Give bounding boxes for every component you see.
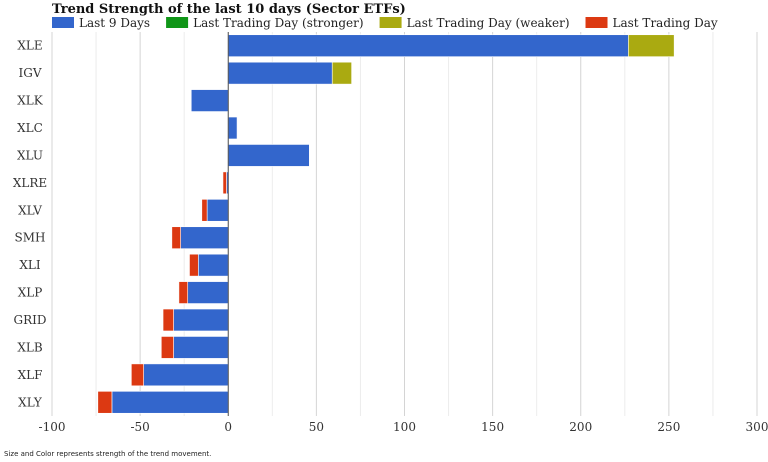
bar-XLF-series-0 <box>143 363 229 387</box>
bar-XLI-series-0 <box>197 253 229 277</box>
footnote: Size and Color represents strength of th… <box>4 450 212 458</box>
legend-label-0: Last 9 Days <box>79 16 150 30</box>
bar-XLV-series-0 <box>206 199 229 222</box>
x-tick-label: 0 <box>224 420 232 434</box>
y-tick-label: XLE <box>17 39 42 53</box>
x-tick-label: 150 <box>481 420 504 434</box>
bar-XLE-series-1 <box>628 34 675 57</box>
bar-SMH-series-2 <box>171 226 181 249</box>
bar-XLP-series-0 <box>187 281 229 304</box>
legend-label-2: Last Trading Day (weaker) <box>407 16 570 30</box>
bar-XLK-series-0 <box>190 89 229 112</box>
bar-GRID-series-2 <box>162 308 174 332</box>
bar-XLB-series-0 <box>173 336 229 359</box>
legend-swatch-2 <box>379 17 402 28</box>
y-tick-label: XLY <box>18 395 43 409</box>
legend-swatch-1 <box>166 17 189 28</box>
legend: Last 9 Days Last Trading Day (stronger) La… <box>52 16 718 30</box>
y-tick-label: XLF <box>18 368 43 382</box>
bar-GRID-series-0 <box>173 308 229 332</box>
bar-XLY-series-0 <box>111 391 229 414</box>
chart-title: Trend Strength of the last 10 days (Sect… <box>52 2 406 17</box>
bar-XLRE-series-2 <box>222 171 227 195</box>
bar-IGV-series-0 <box>227 61 333 85</box>
y-tick-label: SMH <box>15 231 46 245</box>
legend-swatch-3 <box>585 17 608 28</box>
bar-XLY-series-2 <box>97 391 113 414</box>
bar-XLE-series-0 <box>227 34 629 57</box>
x-tick-label: 300 <box>746 420 768 434</box>
y-tick-label: XLI <box>19 258 41 272</box>
y-tick-label: XLU <box>17 148 43 162</box>
x-tick-label: -100 <box>39 420 66 434</box>
bar-XLB-series-2 <box>160 336 174 359</box>
gridlines <box>51 32 758 416</box>
legend-label-3: Last Trading Day <box>613 16 718 30</box>
bar-SMH-series-0 <box>180 226 229 249</box>
y-tick-label: XLB <box>17 340 43 354</box>
x-tick-label: 100 <box>393 420 416 434</box>
x-tick-label: 250 <box>657 420 680 434</box>
y-tick-label: XLP <box>18 286 43 300</box>
bar-IGV-series-1 <box>331 61 352 85</box>
y-tick-label: GRID <box>14 313 47 327</box>
bar-XLI-series-2 <box>189 253 199 277</box>
x-tick-label: -50 <box>130 420 149 434</box>
bar-XLP-series-2 <box>178 281 189 304</box>
y-tick-label: XLV <box>18 203 42 217</box>
y-tick-label: XLC <box>17 121 43 135</box>
x-axis-labels: -100 -50 0 50 100 150 200 250 300 <box>39 420 768 434</box>
bar-XLC-series-0 <box>227 116 238 140</box>
bar-XLU-series-0 <box>227 144 310 167</box>
legend-swatch-0 <box>52 17 74 28</box>
bars <box>97 34 675 414</box>
legend-label-1: Last Trading Day (stronger) <box>193 16 363 30</box>
bar-XLV-series-2 <box>201 199 208 222</box>
y-tick-label: XLK <box>17 94 44 108</box>
y-tick-label: IGV <box>19 66 42 80</box>
y-tick-label: XLRE <box>13 176 47 190</box>
x-tick-label: 50 <box>309 420 324 434</box>
x-tick-label: 200 <box>569 420 592 434</box>
bar-XLF-series-2 <box>131 363 144 387</box>
y-axis-labels: XLE IGV XLK XLC XLU XLRE XLV SMH XLI XLP GRID XLB XL… <box>13 39 47 410</box>
